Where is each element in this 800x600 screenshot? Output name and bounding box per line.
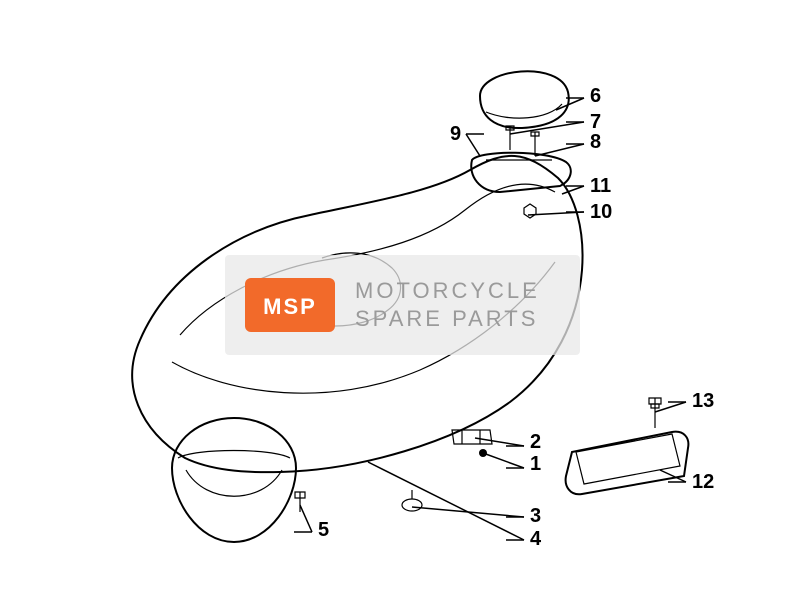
front-bucket	[172, 418, 296, 542]
watermark-line2: SPARE PARTS	[355, 306, 538, 331]
leader-line-2	[475, 438, 524, 446]
callout-number-6: 6	[590, 85, 601, 107]
leader-line-9	[466, 134, 480, 156]
watermark: MSP MOTORCYCLE SPARE PARTS	[225, 255, 580, 355]
callout-number-5: 5	[318, 519, 329, 541]
callout-number-9: 9	[450, 123, 461, 145]
leader-line-1	[483, 453, 524, 468]
callout-number-2: 2	[530, 431, 541, 453]
leader-line-5	[300, 505, 312, 532]
callout-number-8: 8	[590, 131, 601, 153]
callout-number-11: 11	[590, 175, 611, 197]
parts-diagram: MSP MOTORCYCLE SPARE PARTS 1234567891011…	[0, 0, 800, 600]
callout-number-1: 1	[530, 453, 541, 475]
leader-line-4	[368, 462, 524, 540]
watermark-line1: MOTORCYCLE	[355, 278, 540, 303]
callout-number-4: 4	[530, 528, 542, 550]
callout-number-3: 3	[530, 505, 541, 527]
callout-number-7: 7	[590, 111, 601, 133]
screw-5	[295, 492, 305, 512]
leader-line-8	[535, 144, 584, 156]
watermark-badge-text: MSP	[263, 294, 317, 319]
callout-number-10: 10	[590, 201, 612, 223]
callout-number-12: 12	[692, 471, 714, 493]
callout-number-13: 13	[692, 390, 714, 412]
leader-line-6	[556, 98, 584, 110]
battery-cover-group	[566, 398, 689, 494]
